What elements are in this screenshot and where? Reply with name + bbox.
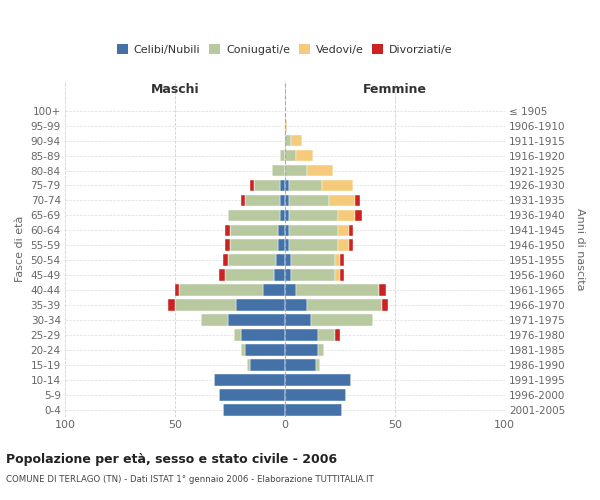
Bar [272, 164, 285, 176]
Bar [285, 270, 292, 281]
Bar [247, 359, 250, 370]
Bar [276, 254, 285, 266]
Bar [223, 404, 285, 415]
Bar [296, 284, 379, 296]
Bar [349, 224, 353, 236]
Bar [250, 180, 254, 192]
Bar [280, 180, 285, 192]
Bar [241, 344, 245, 356]
Bar [285, 374, 351, 386]
Bar [245, 344, 285, 356]
Bar [227, 254, 276, 266]
Bar [316, 359, 320, 370]
Bar [338, 224, 349, 236]
Bar [214, 374, 285, 386]
Bar [285, 210, 289, 221]
Bar [227, 314, 285, 326]
Bar [335, 270, 340, 281]
Bar [338, 210, 355, 221]
Bar [168, 300, 175, 311]
Bar [234, 329, 241, 341]
Bar [280, 210, 285, 221]
Bar [285, 300, 307, 311]
Bar [285, 314, 311, 326]
Bar [307, 164, 333, 176]
Bar [382, 300, 388, 311]
Bar [379, 284, 386, 296]
Bar [355, 210, 362, 221]
Bar [355, 194, 359, 206]
Bar [278, 240, 285, 251]
Bar [230, 240, 278, 251]
Bar [285, 254, 292, 266]
Bar [226, 240, 230, 251]
Bar [254, 180, 280, 192]
Bar [241, 194, 245, 206]
Bar [274, 270, 285, 281]
Bar [226, 270, 274, 281]
Y-axis label: Anni di nascita: Anni di nascita [575, 208, 585, 290]
Bar [338, 240, 349, 251]
Bar [285, 224, 289, 236]
Bar [329, 194, 355, 206]
Bar [289, 224, 338, 236]
Bar [307, 300, 382, 311]
Bar [280, 194, 285, 206]
Bar [278, 224, 285, 236]
Text: Femmine: Femmine [363, 82, 427, 96]
Bar [285, 135, 292, 146]
Bar [292, 135, 302, 146]
Bar [349, 240, 353, 251]
Bar [285, 164, 307, 176]
Bar [285, 344, 318, 356]
Bar [289, 210, 338, 221]
Bar [340, 270, 344, 281]
Bar [285, 194, 289, 206]
Legend: Celibi/Nubili, Coniugati/e, Vedovi/e, Divorziati/e: Celibi/Nubili, Coniugati/e, Vedovi/e, Di… [113, 40, 457, 59]
Bar [175, 300, 236, 311]
Bar [263, 284, 285, 296]
Bar [175, 284, 179, 296]
Bar [285, 284, 296, 296]
Bar [289, 194, 329, 206]
Bar [318, 344, 325, 356]
Bar [285, 240, 289, 251]
Bar [245, 194, 280, 206]
Bar [292, 254, 335, 266]
Text: COMUNE DI TERLAGO (TN) - Dati ISTAT 1° gennaio 2006 - Elaborazione TUTTITALIA.IT: COMUNE DI TERLAGO (TN) - Dati ISTAT 1° g… [6, 475, 374, 484]
Text: Maschi: Maschi [151, 82, 199, 96]
Bar [285, 359, 316, 370]
Bar [230, 224, 278, 236]
Bar [219, 270, 226, 281]
Bar [340, 254, 344, 266]
Bar [289, 180, 322, 192]
Bar [311, 314, 373, 326]
Bar [179, 284, 263, 296]
Bar [250, 359, 285, 370]
Bar [227, 210, 280, 221]
Bar [201, 314, 227, 326]
Bar [226, 224, 230, 236]
Y-axis label: Fasce di età: Fasce di età [15, 216, 25, 282]
Bar [219, 389, 285, 400]
Bar [335, 254, 340, 266]
Bar [296, 150, 313, 162]
Bar [322, 180, 353, 192]
Text: Popolazione per età, sesso e stato civile - 2006: Popolazione per età, sesso e stato civil… [6, 454, 337, 466]
Bar [280, 150, 285, 162]
Bar [285, 180, 289, 192]
Bar [285, 120, 287, 132]
Bar [335, 329, 340, 341]
Bar [241, 329, 285, 341]
Bar [292, 270, 335, 281]
Bar [236, 300, 285, 311]
Bar [223, 254, 227, 266]
Bar [285, 150, 296, 162]
Bar [289, 240, 338, 251]
Bar [285, 329, 318, 341]
Bar [285, 389, 346, 400]
Bar [318, 329, 335, 341]
Bar [285, 404, 342, 415]
